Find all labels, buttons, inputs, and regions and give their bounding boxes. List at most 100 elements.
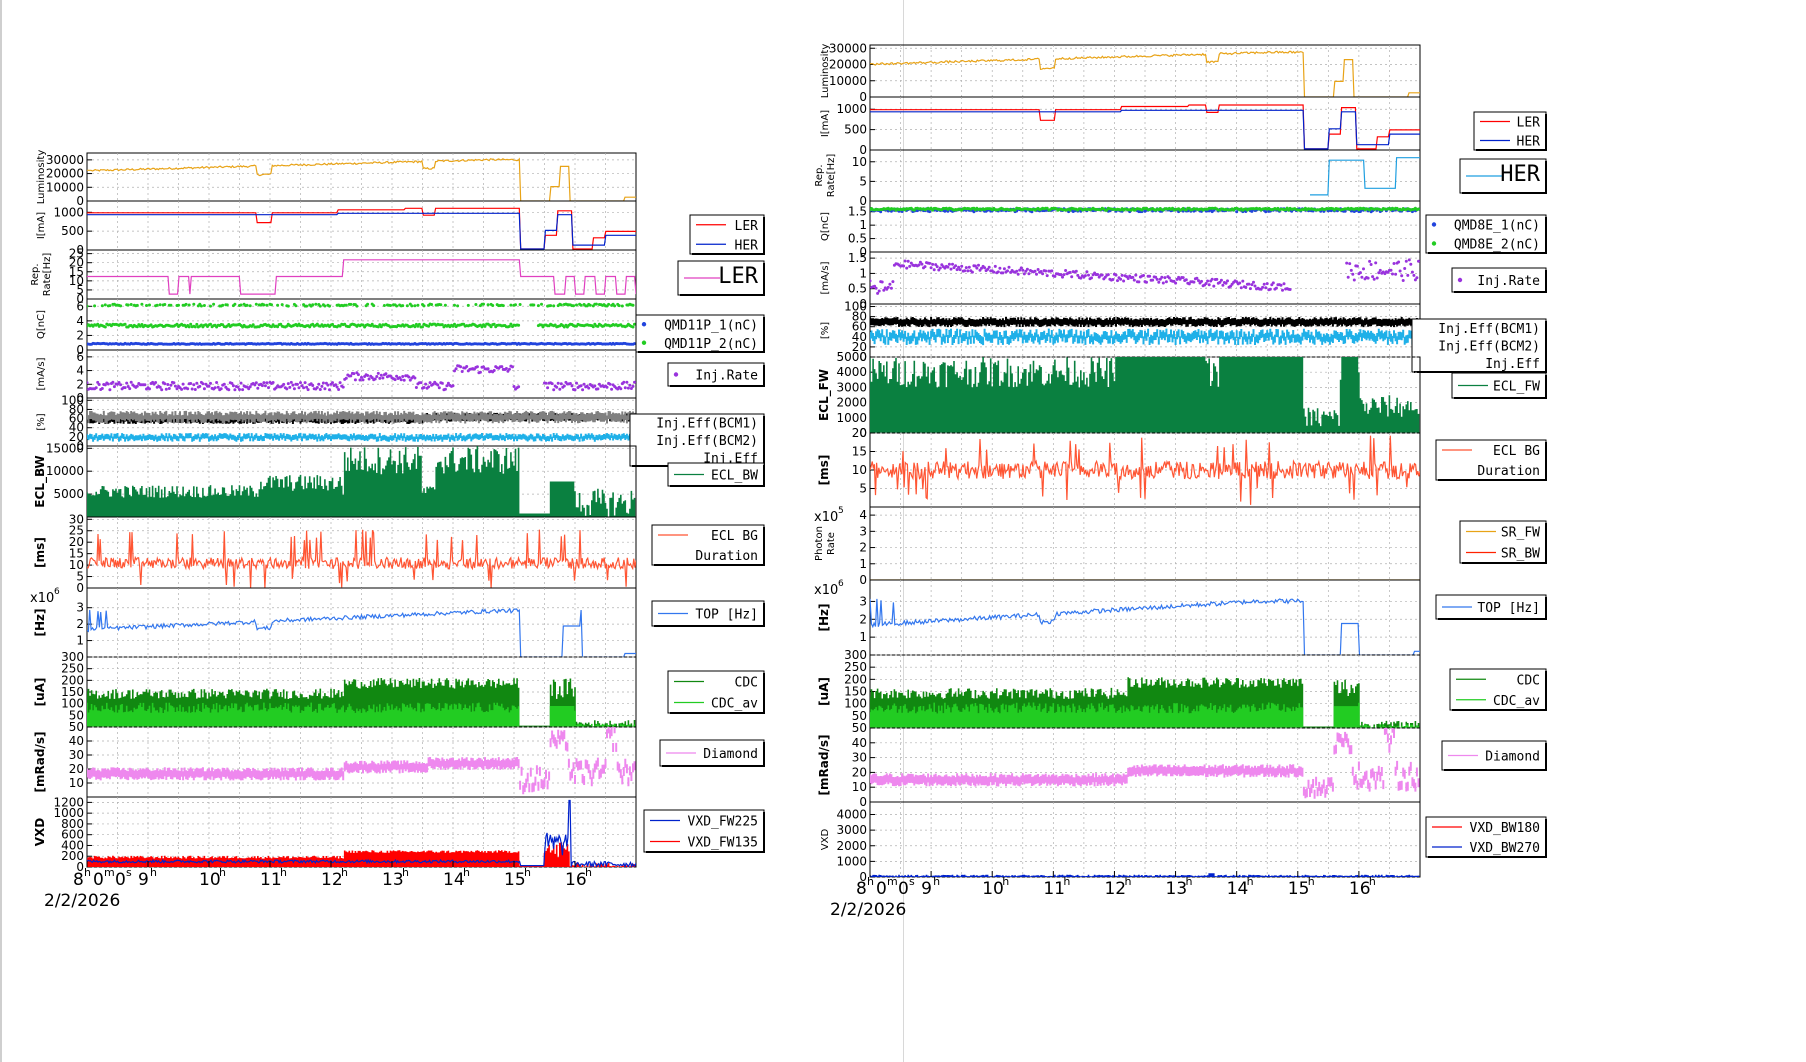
series-eclbg: [870, 435, 1420, 505]
y-tick-label: 30: [852, 751, 867, 765]
series-q1: [87, 341, 636, 346]
y-tick-label: 5: [859, 482, 867, 496]
data-point: [546, 386, 550, 390]
data-point: [1045, 274, 1049, 278]
data-point: [437, 386, 441, 390]
x-tick-superscript: h: [463, 866, 470, 879]
data-point: [427, 385, 431, 389]
data-point: [187, 325, 191, 329]
y-axis-label: [Hz]: [817, 604, 831, 632]
data-point: [514, 303, 517, 307]
data-point: [1274, 286, 1278, 290]
data-point: [1184, 278, 1188, 282]
data-point: [305, 385, 309, 389]
data-point: [1210, 277, 1214, 281]
y-axis-label: I[mA]: [36, 212, 47, 239]
data-point: [1279, 283, 1283, 287]
data-point: [1398, 269, 1402, 273]
data-point: [399, 378, 403, 382]
data-point: [607, 302, 611, 306]
y-tick-label: 40: [852, 330, 867, 344]
data-point: [1100, 273, 1104, 277]
y-axis-label: Rate[Hz]: [826, 154, 837, 198]
data-point: [1219, 278, 1223, 282]
legend-entry: SR_BW: [1501, 547, 1540, 562]
y-tick-label: 0: [859, 350, 867, 364]
y-tick-label: 3: [859, 594, 867, 608]
data-point: [492, 369, 496, 372]
data-point: [1412, 273, 1416, 277]
data-point: [507, 367, 511, 371]
y-axis-label: Q[nC]: [36, 310, 47, 339]
y-tick-label: 30: [69, 748, 84, 762]
data-point: [177, 303, 180, 307]
data-point: [410, 304, 414, 308]
data-point: [1016, 272, 1020, 276]
data-point: [119, 383, 123, 387]
data-point: [570, 384, 574, 388]
data-point: [416, 303, 420, 307]
data-point: [1351, 272, 1355, 276]
data-point: [923, 265, 927, 269]
legend-entry: Inj.Rate: [1477, 274, 1540, 289]
data-point: [1027, 272, 1031, 276]
series-top: [870, 598, 1420, 655]
data-point: [558, 387, 562, 391]
data-point: [967, 265, 971, 269]
data-point: [108, 304, 112, 308]
y-axis-label: [%]: [36, 413, 47, 430]
x-tick-label: 13: [382, 870, 404, 890]
data-point: [445, 384, 449, 388]
data-point: [556, 381, 560, 385]
data-point: [314, 302, 318, 306]
data-point: [135, 303, 139, 307]
panel-photon: 0 1 2 3 4 x10 5 Photon Rate SR_FW SR_BW: [814, 506, 1547, 587]
x-tick-label: 10: [982, 879, 1004, 899]
series-group: [1310, 157, 1420, 196]
y-tick-label: 10: [852, 463, 867, 477]
data-point: [512, 385, 516, 388]
y-tick-label: 20000: [46, 167, 84, 181]
x-tick-label: 12: [1104, 879, 1126, 899]
data-point: [605, 385, 609, 389]
data-point: [300, 384, 304, 388]
y-tick-label: 80: [69, 402, 84, 416]
x-tick-superscript: m: [887, 875, 898, 888]
x-tick-superscript: h: [150, 866, 157, 879]
data-point: [280, 303, 284, 307]
y-tick-label: 3000: [836, 380, 867, 394]
y-axis-label: [uA]: [33, 678, 47, 707]
data-point: [187, 303, 191, 307]
data-point: [291, 383, 295, 387]
data-point: [186, 387, 190, 391]
data-point: [633, 380, 636, 384]
data-point: [511, 365, 514, 369]
data-point: [1397, 260, 1401, 264]
y-axis-label: [Hz]: [33, 609, 47, 637]
series-diamond: [87, 727, 636, 795]
data-point: [1195, 276, 1199, 280]
data-point: [253, 383, 257, 387]
series-eclbg: [87, 529, 636, 588]
data-point: [1007, 265, 1011, 269]
data-point: [1164, 280, 1168, 284]
y-tick-label: 50: [852, 709, 867, 723]
data-point: [361, 378, 365, 382]
data-point: [1250, 209, 1254, 213]
legend-inj: Inj.Rate: [667, 362, 765, 387]
data-point: [175, 322, 179, 326]
y-tick-label: 1: [859, 266, 867, 280]
data-point: [389, 304, 392, 307]
x-tick-superscript: s: [126, 866, 132, 879]
data-point: [381, 376, 385, 380]
data-point: [265, 381, 269, 385]
y-tick-label: 60: [852, 320, 867, 334]
series-diamond: [870, 728, 1420, 799]
data-point: [297, 386, 301, 390]
legend-vxd: VXD_FW225 VXD_FW135: [643, 809, 765, 853]
panel-inj: 00.5 11.5 [mA/s] Inj.Rate: [820, 251, 1547, 311]
y-tick-label: 1000: [836, 854, 867, 868]
series-luminosity: [87, 157, 636, 201]
data-point: [552, 388, 556, 392]
data-point: [233, 388, 237, 392]
